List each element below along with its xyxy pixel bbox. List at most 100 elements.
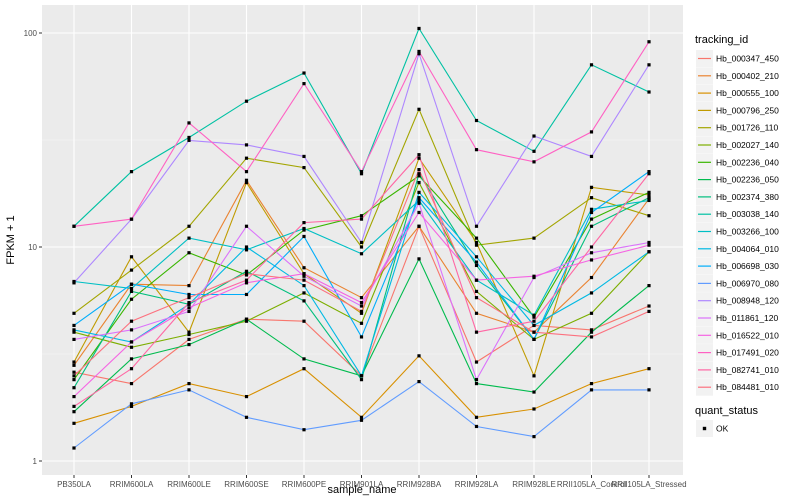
legend-label: Hb_084481_010 (716, 382, 779, 392)
data-point-Hb_002374_380 (72, 386, 76, 390)
data-point-Hb_002374_380 (589, 224, 594, 228)
data-point-Hb_017491_020 (187, 121, 191, 125)
data-point-Hb_000555_100 (474, 415, 479, 419)
data-point-Hb_003038_140 (589, 63, 594, 67)
data-point-Hb_082741_010 (72, 404, 76, 408)
x-tick-label: RRIM600SE (224, 480, 268, 489)
data-point-Hb_006698_030 (474, 260, 479, 264)
legend: tracking_id Hb_000347_450 Hb_000402_210 Hb… (695, 34, 779, 437)
data-point-Hb_002236_040 (474, 236, 479, 240)
data-point-Hb_084481_010 (359, 309, 364, 314)
data-point-Hb_001726_110 (244, 156, 249, 160)
legend-label: OK (716, 424, 729, 434)
data-point-Hb_006698_030 (187, 292, 191, 297)
data-point-Hb_002236_050 (244, 317, 249, 321)
legend-label: Hb_017491_020 (716, 348, 779, 358)
legend-item: Hb_000402_210 (696, 67, 779, 85)
data-point-Hb_082741_010 (532, 319, 536, 323)
legend-item: Hb_000555_100 (696, 84, 779, 102)
data-point-Hb_000402_210 (417, 224, 421, 228)
legend-label: Hb_008948_120 (716, 296, 779, 306)
legend-item: Hb_006970_080 (696, 274, 779, 292)
data-point-Hb_016522_010 (244, 281, 249, 285)
data-point-Hb_003038_140 (417, 26, 421, 31)
data-point-Hb_002027_140 (244, 319, 249, 323)
data-point-Hb_006970_080 (187, 388, 191, 392)
legend-item: Hb_002374_380 (696, 188, 779, 206)
data-point-Hb_006970_080 (72, 446, 76, 450)
x-tick-label: RRII105LA_Control (557, 480, 627, 489)
data-point-Hb_004064_010 (72, 328, 76, 332)
data-point-Hb_000796_250 (72, 360, 76, 364)
legend-title: tracking_id (695, 34, 748, 46)
data-point-Hb_003266_100 (129, 286, 134, 291)
legend-item: Hb_000347_450 (696, 50, 779, 67)
data-point-Hb_008948_120 (417, 52, 421, 56)
data-point-Hb_011861_120 (302, 274, 306, 278)
data-point-Hb_001726_110 (359, 245, 364, 249)
data-point-Hb_003038_140 (129, 170, 134, 174)
data-point-Hb_011861_120 (359, 304, 364, 308)
data-point-Hb_002027_140 (187, 332, 191, 337)
legend-item: Hb_008948_120 (696, 292, 779, 310)
data-point-Hb_017491_020 (359, 170, 364, 174)
data-point-Hb_002374_380 (474, 263, 479, 268)
data-point-Hb_011861_120 (187, 309, 191, 314)
data-point-Hb_000796_250 (532, 374, 536, 378)
legend-item: Hb_011861_120 (696, 309, 779, 327)
data-point-Hb_002027_140 (589, 311, 594, 315)
data-point-Hb_003266_100 (359, 252, 364, 256)
legend-label: Hb_011861_120 (716, 313, 779, 323)
data-point-Hb_001726_110 (417, 107, 421, 111)
data-point-Hb_084481_010 (647, 309, 651, 314)
x-tick-label: RRIM928BA (397, 480, 442, 489)
data-point-Hb_002027_140 (72, 330, 76, 334)
data-point-Hb_008948_120 (187, 138, 191, 142)
data-point-Hb_000402_210 (474, 311, 479, 315)
data-point-Hb_011861_120 (474, 378, 479, 382)
data-point-Hb_002374_380 (244, 269, 249, 273)
data-point-Hb_002236_040 (359, 214, 364, 218)
data-point-Hb_003038_140 (244, 99, 249, 103)
data-point-Hb_000555_100 (532, 407, 536, 411)
square-point-icon (702, 426, 707, 431)
legend-item: Hb_002027_140 (696, 136, 779, 154)
data-point-Hb_016522_010 (417, 210, 421, 215)
legend-label: Hb_003038_140 (716, 209, 779, 219)
legend-label: Hb_006970_080 (716, 278, 779, 288)
legend-label: Hb_001726_110 (716, 123, 779, 133)
data-point-Hb_006970_080 (647, 388, 651, 392)
data-point-Hb_002236_050 (589, 330, 594, 334)
data-point-Hb_008948_120 (532, 134, 536, 138)
x-tick-label: RRIM600LA (110, 480, 154, 489)
legend-item: Hb_002236_050 (696, 171, 779, 189)
data-point-Hb_003038_140 (474, 118, 479, 123)
data-point-Hb_016522_010 (187, 306, 191, 310)
data-point-Hb_004064_010 (474, 255, 479, 259)
data-point-Hb_002236_040 (417, 174, 421, 178)
data-point-Hb_006970_080 (532, 435, 536, 439)
data-point-Hb_000796_250 (589, 185, 594, 189)
data-point-Hb_016522_010 (302, 272, 306, 276)
data-point-Hb_001726_110 (589, 196, 594, 200)
data-point-Hb_017491_020 (474, 148, 479, 152)
data-point-Hb_000402_210 (302, 266, 306, 270)
data-point-Hb_082741_010 (647, 172, 651, 176)
data-point-Hb_006970_080 (417, 379, 421, 384)
data-point-Hb_002236_050 (532, 390, 536, 394)
data-point-Hb_004064_010 (244, 245, 249, 249)
data-point-Hb_002236_040 (187, 251, 191, 255)
data-point-Hb_003038_140 (359, 172, 364, 176)
legend-label: Hb_000555_100 (716, 88, 779, 98)
data-point-Hb_002374_380 (359, 378, 364, 382)
x-tick-label: RRIM600PE (282, 480, 326, 489)
data-point-Hb_008948_120 (244, 143, 249, 147)
data-point-Hb_000796_250 (359, 311, 364, 315)
data-point-Hb_000347_450 (129, 381, 134, 386)
data-point-Hb_006970_080 (302, 428, 306, 432)
shape-legend-item: OK (696, 420, 729, 437)
data-point-Hb_002027_140 (474, 289, 479, 294)
data-point-Hb_006698_030 (302, 234, 306, 239)
legend-label: Hb_000796_250 (716, 105, 779, 115)
legend-item: Hb_017491_020 (696, 344, 779, 362)
